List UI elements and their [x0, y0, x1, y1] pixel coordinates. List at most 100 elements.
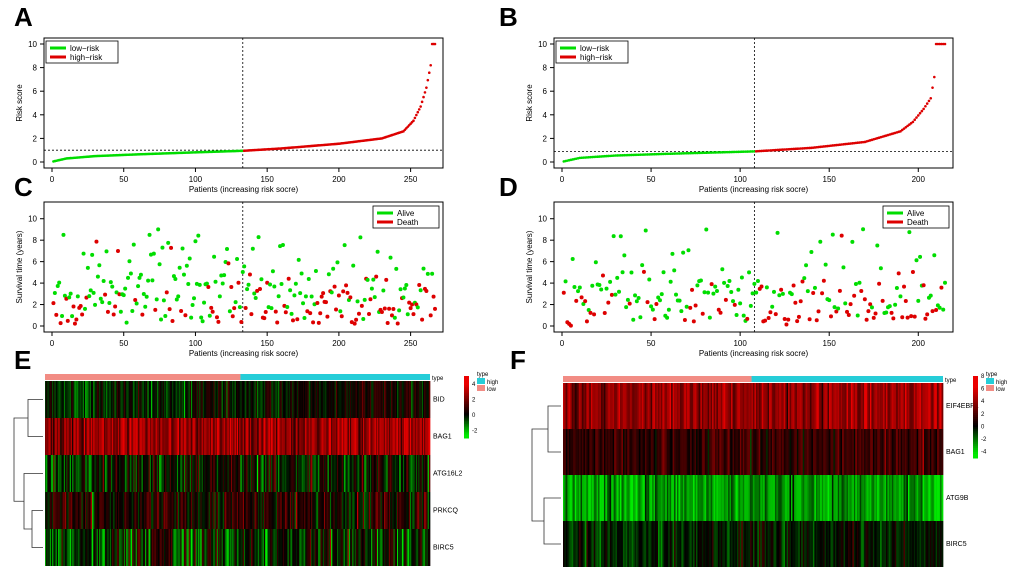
- survival-point-c: [369, 286, 374, 291]
- survival-point-c: [164, 290, 169, 295]
- survival-point-d: [859, 288, 864, 293]
- heatmap-cell-f: [937, 521, 939, 567]
- heatmap-cell-f: [745, 475, 748, 521]
- heatmap-cell-e: [101, 492, 104, 529]
- survival-point-d: [586, 308, 591, 313]
- heatmap-cell-e: [195, 492, 198, 529]
- heatmap-cell-e: [347, 381, 350, 418]
- heatmap-cell-f: [861, 429, 863, 475]
- heatmap-cell-e: [352, 381, 354, 418]
- heatmap-cell-e: [319, 529, 321, 566]
- heatmap-cell-e: [367, 455, 370, 492]
- heatmap-cell-f: [915, 383, 918, 429]
- heatmap-cell-f: [693, 429, 695, 475]
- heatmap-cell-f: [867, 475, 869, 521]
- heatmap-cell-f: [817, 475, 820, 521]
- heatmap-cell-e: [425, 381, 427, 418]
- risk-point-b: [938, 42, 941, 46]
- heatmap-cell-f: [801, 429, 804, 475]
- heatmap-cell-e: [365, 418, 367, 455]
- heatmap-cell-f: [715, 383, 717, 429]
- heatmap-cell-f: [639, 383, 641, 429]
- heatmap-cell-f: [760, 521, 763, 567]
- heatmap-cell-f: [584, 475, 587, 521]
- heatmap-cell-e: [209, 492, 212, 529]
- heatmap-cell-f: [687, 521, 690, 567]
- heatmap-cell-f: [747, 475, 749, 521]
- heatmap-cell-f: [720, 475, 723, 521]
- survival-point-c: [103, 292, 108, 297]
- heatmap-cell-f: [823, 429, 825, 475]
- heatmap-cell-e: [266, 492, 268, 529]
- heatmap-cell-f: [834, 429, 837, 475]
- heatmap-cell-f: [805, 475, 808, 521]
- heatmap-cell-e: [73, 381, 75, 418]
- survival-point-d: [709, 282, 714, 287]
- heatmap-cell-e: [254, 418, 257, 455]
- heatmap-cell-e: [225, 529, 227, 566]
- heatmap-cell-f: [640, 383, 643, 429]
- heatmap-cell-e: [61, 529, 64, 566]
- heatmap-cell-e: [251, 492, 253, 529]
- color-scale-segment-e: [464, 431, 469, 434]
- survival-point-d: [716, 307, 721, 312]
- heatmap-cell-e: [149, 455, 152, 492]
- heatmap-cell-f: [744, 429, 747, 475]
- heatmap-cell-f: [655, 521, 657, 567]
- heatmap-cell-f: [897, 383, 900, 429]
- heatmap-cell-e: [121, 455, 124, 492]
- risk-point-a: [417, 108, 421, 111]
- heatmap-cell-e: [324, 455, 326, 492]
- heatmap-cell-e: [385, 492, 387, 529]
- heatmap-cell-f: [929, 429, 932, 475]
- heatmap-cell-e: [119, 492, 121, 529]
- color-scale-segment-e: [464, 402, 469, 405]
- heatmap-cell-f: [891, 383, 894, 429]
- heatmap-cell-e: [135, 492, 138, 529]
- heatmap-cell-f: [862, 429, 865, 475]
- heatmap-cell-e: [221, 455, 224, 492]
- heatmap-cell-f: [788, 429, 790, 475]
- y-tick-label-a: 2: [33, 134, 38, 143]
- heatmap-cell-e: [418, 381, 420, 418]
- heatmap-cell-e: [156, 381, 159, 418]
- color-scale-segment-e: [464, 419, 469, 422]
- heatmap-cell-e: [155, 492, 158, 529]
- heatmap-cell-e: [400, 529, 403, 566]
- heatmap-cell-e: [77, 492, 80, 529]
- heatmap-cell-f: [843, 475, 846, 521]
- heatmap-cell-e: [309, 418, 312, 455]
- heatmap-cell-e: [96, 418, 99, 455]
- heatmap-cell-e: [387, 529, 390, 566]
- heatmap-cell-e: [117, 455, 120, 492]
- heatmap-cell-f: [845, 383, 847, 429]
- heatmap-cell-f: [589, 429, 592, 475]
- survival-point-d: [843, 301, 848, 306]
- heatmap-cell-e: [369, 418, 372, 455]
- heatmap-cell-e: [258, 381, 260, 418]
- heatmap-cell-e: [280, 529, 283, 566]
- heatmap-cell-e: [66, 492, 68, 529]
- survival-point-c: [257, 287, 262, 292]
- heatmap-cell-f: [729, 383, 732, 429]
- survival-point-c: [311, 320, 316, 325]
- survival-point-d: [773, 312, 778, 317]
- heatmap-cell-f: [792, 429, 795, 475]
- color-scale-segment-f: [973, 441, 978, 445]
- heatmap-cell-e: [112, 455, 114, 492]
- heatmap-cell-e: [220, 418, 222, 455]
- heatmap-cell-e: [278, 492, 280, 529]
- heatmap-cell-e: [150, 529, 153, 566]
- survival-point-d: [834, 309, 839, 314]
- color-scale-segment-e: [464, 377, 469, 380]
- survival-point-d: [604, 286, 609, 291]
- heatmap-cell-e: [331, 418, 333, 455]
- heatmap-cell-f: [763, 429, 766, 475]
- survival-point-d: [606, 300, 611, 305]
- survival-point-c: [250, 246, 255, 251]
- heatmap-cell-e: [373, 492, 376, 529]
- heatmap-cell-f: [628, 383, 631, 429]
- heatmap-cell-e: [400, 418, 403, 455]
- heatmap-cell-e: [142, 455, 145, 492]
- heatmap-cell-f: [634, 383, 637, 429]
